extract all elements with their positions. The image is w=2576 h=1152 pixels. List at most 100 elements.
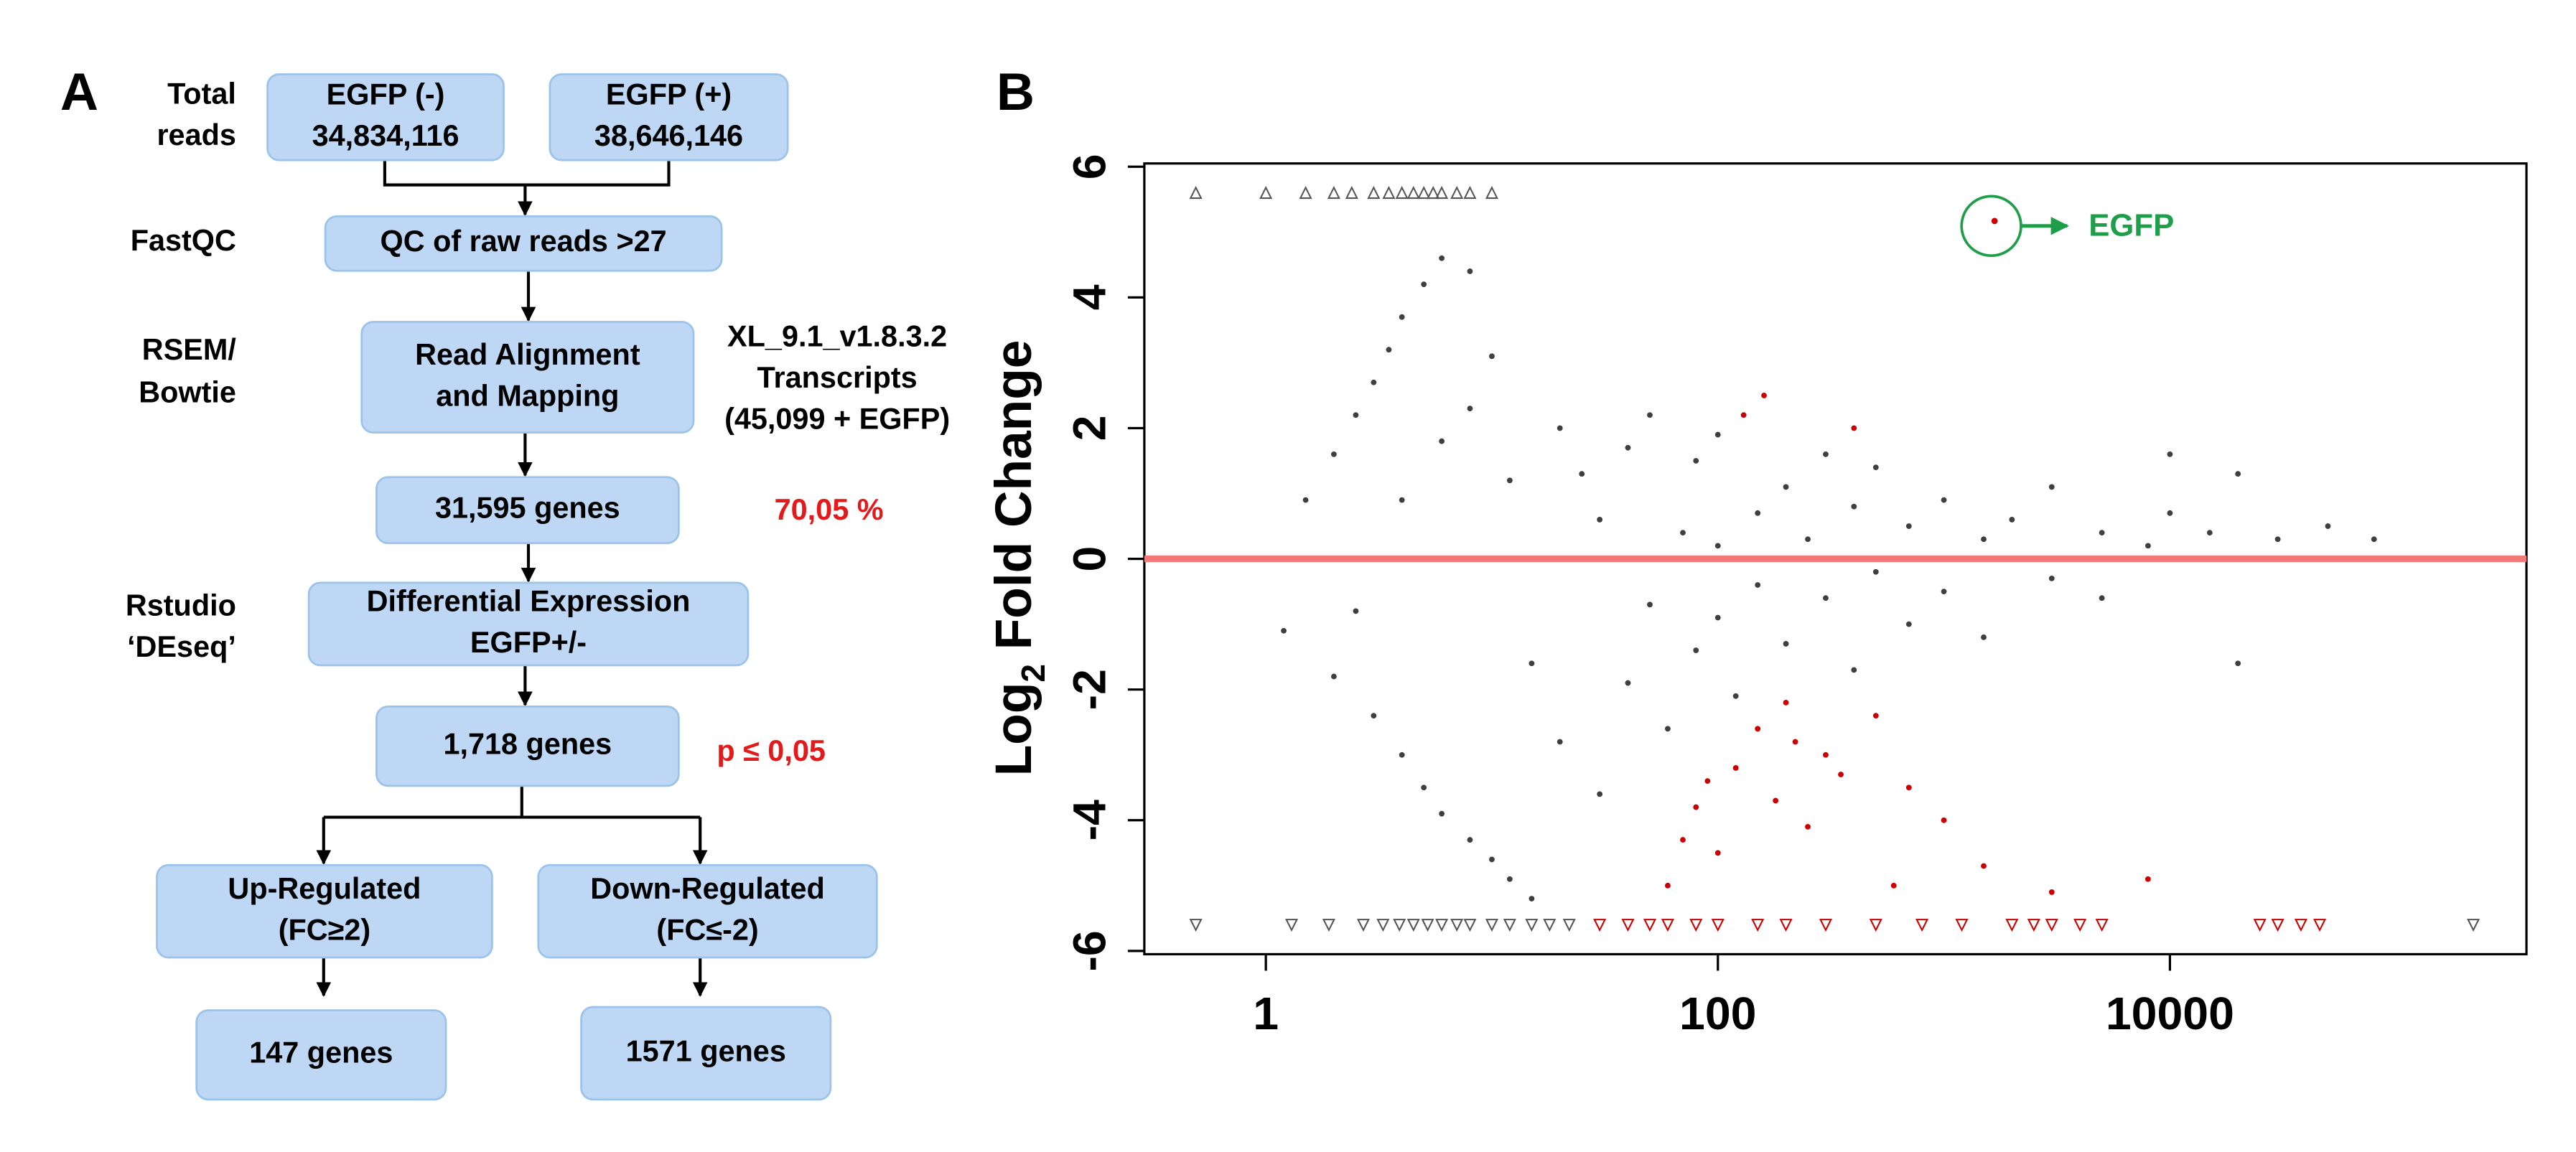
point: [1302, 497, 1309, 503]
point: [2005, 919, 2019, 932]
point: [1625, 444, 1631, 451]
point: [1421, 785, 1427, 791]
x-tick-label: 1: [1253, 988, 1279, 1039]
point: [1981, 536, 1987, 543]
step-label: Bowtie: [139, 376, 236, 409]
process-box: [375, 706, 680, 787]
point: [1915, 919, 1929, 932]
point: [2294, 919, 2307, 932]
point: [1467, 837, 1473, 843]
point: [2206, 530, 2213, 536]
point: [1941, 817, 1947, 823]
box-text: EGFP (+): [606, 78, 732, 111]
y-tick-label: -4: [1064, 800, 1116, 840]
point: [1557, 739, 1563, 745]
step-label: FastQC: [131, 224, 236, 257]
box-text: 38,646,146: [594, 119, 743, 152]
point: [1506, 477, 1513, 484]
point: [2167, 451, 2173, 457]
step-label: reads: [157, 118, 235, 151]
box-text: (FC≤-2): [656, 913, 758, 946]
point: [1693, 804, 1699, 810]
annotation-ring: [1960, 195, 2022, 257]
box-text: EGFP+/-: [470, 626, 587, 659]
process-box: [324, 215, 723, 272]
reference-text: Transcripts: [757, 361, 918, 394]
point: [1525, 919, 1539, 932]
point: [2145, 876, 2151, 882]
threshold: p ≤ 0,05: [717, 734, 826, 767]
point: [1189, 186, 1203, 200]
point: [1299, 186, 1312, 200]
point: [1386, 347, 1392, 353]
box-text: EGFP (-): [327, 78, 445, 111]
point: [1597, 517, 1603, 523]
point: [1905, 785, 1912, 791]
point: [1792, 739, 1798, 745]
point: [2167, 510, 2173, 516]
box-text: Up-Regulated: [228, 872, 421, 905]
point: [2095, 919, 2109, 932]
point: [1711, 919, 1725, 932]
point: [1382, 186, 1396, 200]
point: [1327, 186, 1340, 200]
box-text: and Mapping: [436, 379, 619, 412]
point: [1406, 186, 1420, 200]
point: [2274, 536, 2281, 543]
box-text: 147 genes: [249, 1036, 393, 1069]
point: [2045, 919, 2058, 932]
point: [1421, 919, 1434, 932]
point: [1439, 810, 1445, 817]
point: [1406, 919, 1420, 932]
point: [1439, 438, 1445, 444]
point: [1399, 751, 1405, 758]
point: [1823, 451, 1829, 457]
point: [1557, 425, 1563, 431]
point: [1597, 791, 1603, 797]
point: [1376, 919, 1390, 932]
panel-label: A: [60, 62, 98, 121]
point: [1981, 634, 1987, 640]
point: [1489, 856, 1495, 863]
point: [1693, 647, 1699, 653]
point: [1463, 186, 1477, 200]
process-box: [156, 863, 493, 959]
point: [1941, 497, 1947, 503]
process-box: [266, 73, 505, 161]
point: [1353, 608, 1359, 614]
y-tick-label: 4: [1064, 284, 1116, 310]
point: [1562, 919, 1576, 932]
point: [1399, 314, 1405, 320]
y-tick-label: -2: [1064, 669, 1116, 710]
reference-text: (45,099 + EGFP): [724, 402, 950, 435]
point: [2048, 889, 2055, 895]
y-tick-label: -6: [1064, 930, 1116, 971]
point: [2048, 575, 2055, 581]
point: [1714, 850, 1721, 856]
y-axis-label-part: Log: [985, 683, 1042, 777]
point: [1529, 660, 1535, 667]
point: [1371, 379, 1377, 385]
point: [1665, 726, 1671, 732]
point: [2253, 919, 2267, 932]
point: [2271, 919, 2285, 932]
point: [1693, 458, 1699, 464]
point: [1579, 471, 1585, 477]
y-axis-label-part: Fold Change: [985, 340, 1042, 664]
x-tick-label: 100: [1679, 988, 1756, 1039]
point: [1751, 919, 1765, 932]
flow-connectors: [316, 160, 708, 998]
point: [1851, 667, 1857, 673]
point: [2099, 595, 2105, 601]
process-box: [537, 863, 878, 959]
point: [1450, 186, 1464, 200]
point: [2235, 471, 2241, 477]
point: [1371, 713, 1377, 719]
y-axis-label-part: 2: [1014, 664, 1052, 683]
process-box: [375, 476, 680, 545]
point: [1740, 412, 1747, 418]
point: [1345, 186, 1358, 200]
point: [1647, 412, 1653, 418]
step-label: ‘DEseq’: [127, 630, 236, 663]
